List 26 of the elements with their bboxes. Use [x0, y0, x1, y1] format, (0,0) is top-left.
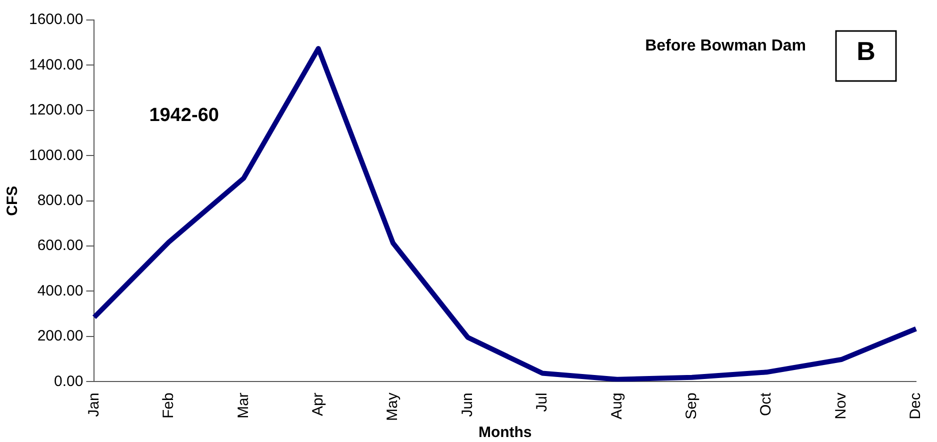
- x-tick-label: Sep: [683, 392, 700, 420]
- x-tick-label: Apr: [309, 392, 326, 416]
- x-tick-label: Nov: [832, 392, 850, 420]
- annotation: 1942-60: [149, 105, 219, 126]
- y-tick-label: 600.00: [37, 237, 84, 254]
- y-tick-label: 1200.00: [28, 102, 84, 119]
- x-tick-label: Dec: [907, 392, 924, 420]
- y-tick-label: 200.00: [37, 328, 84, 345]
- x-axis-title: Months: [478, 424, 532, 442]
- y-axis-title: CFS: [4, 186, 22, 216]
- y-tick-label: 1000.00: [28, 146, 84, 164]
- x-tick-label: Feb: [160, 392, 178, 419]
- x-tick-label: Jul: [534, 392, 551, 412]
- y-tick-label: 1400.00: [28, 56, 84, 74]
- y-tick-label: 400.00: [37, 282, 84, 300]
- x-tick-label: Mar: [234, 392, 252, 419]
- x-tick-label: Jun: [458, 392, 476, 417]
- x-tick-label: Jan: [85, 392, 102, 417]
- y-tick-label: 1600.00: [28, 11, 84, 28]
- x-tick-label: Oct: [758, 392, 775, 416]
- x-tick-label: May: [384, 392, 402, 422]
- annotation: Before Bowman Dam: [645, 37, 806, 54]
- y-tick-label: 0.00: [54, 372, 84, 390]
- x-tick-label: Aug: [608, 392, 626, 420]
- y-tick-label: 800.00: [37, 192, 84, 209]
- annotation: B: [856, 36, 876, 66]
